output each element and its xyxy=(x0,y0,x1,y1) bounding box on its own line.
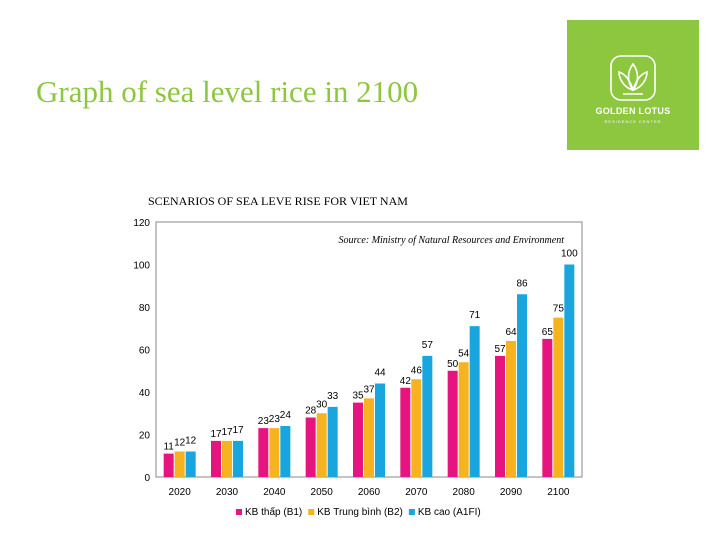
bar-2 xyxy=(506,341,516,477)
data-label: 86 xyxy=(516,278,528,289)
bar-1 xyxy=(400,387,411,477)
data-label: 35 xyxy=(352,391,364,402)
data-label: 12 xyxy=(185,436,197,447)
bar-2 xyxy=(553,317,564,477)
bar-2 xyxy=(269,428,280,477)
y-tick-label: 60 xyxy=(139,346,151,357)
y-tick-label: 0 xyxy=(144,473,150,484)
y-tick-label: 120 xyxy=(133,218,150,229)
bar-3 xyxy=(327,406,338,477)
bar-3 xyxy=(564,264,575,477)
bar-3 xyxy=(469,326,480,477)
bar-3 xyxy=(375,383,385,477)
data-label: 50 xyxy=(447,359,459,370)
legend-label: KB thấp (B1) xyxy=(245,506,302,518)
data-label: 44 xyxy=(374,368,386,379)
bar-2 xyxy=(458,362,469,477)
x-tick-label: 2020 xyxy=(169,487,192,498)
x-tick-label: 2090 xyxy=(500,487,523,498)
data-label: 75 xyxy=(553,304,565,315)
legend-label: KB cao (A1FI) xyxy=(418,507,481,518)
logo-tagline: RESIDENCE CENTER xyxy=(604,119,662,124)
data-label: 12 xyxy=(174,438,186,449)
x-tick-label: 2030 xyxy=(216,487,239,498)
data-label: 57 xyxy=(494,344,506,355)
data-label: 24 xyxy=(280,410,292,421)
bar-2 xyxy=(174,451,185,477)
lotus-icon xyxy=(610,55,656,101)
legend-swatch xyxy=(308,509,315,515)
legend-label: KB Trung bình (B2) xyxy=(317,507,403,518)
data-label: 11 xyxy=(163,442,174,453)
y-tick-label: 20 xyxy=(139,431,151,442)
y-tick-label: 100 xyxy=(133,261,150,272)
bar-2 xyxy=(316,413,327,477)
data-label: 42 xyxy=(400,376,412,387)
bar-1 xyxy=(258,428,269,477)
data-label: 37 xyxy=(363,384,375,395)
data-label: 57 xyxy=(422,340,434,351)
data-label: 46 xyxy=(411,365,423,376)
data-label: 64 xyxy=(505,327,517,338)
data-label: 33 xyxy=(327,391,339,402)
bar-2 xyxy=(222,440,232,477)
x-tick-label: 2080 xyxy=(453,487,476,498)
source-annotation: Source: Ministry of Natural Resources an… xyxy=(338,235,564,246)
data-label: 23 xyxy=(258,416,270,427)
x-tick-label: 2050 xyxy=(311,487,334,498)
bar-1 xyxy=(447,370,458,477)
data-label: 30 xyxy=(316,399,328,410)
bar-3 xyxy=(280,426,291,477)
legend-swatch xyxy=(236,509,242,515)
data-label: 71 xyxy=(469,310,481,321)
bar-3 xyxy=(233,440,243,477)
data-label: 17 xyxy=(232,425,244,436)
legend-swatch xyxy=(408,509,415,515)
slide-title: Graph of sea level rice in 2100 xyxy=(36,74,419,109)
bar-3 xyxy=(185,451,196,477)
bar-3 xyxy=(517,294,527,477)
x-tick-label: 2060 xyxy=(358,487,381,498)
bar-2 xyxy=(364,398,374,477)
bar-1 xyxy=(163,453,174,477)
data-label: 54 xyxy=(458,348,470,359)
data-label: 65 xyxy=(542,327,554,338)
golden-lotus-logo: GOLDEN LOTUS RESIDENCE CENTER xyxy=(567,20,699,150)
bar-1 xyxy=(495,355,505,477)
x-tick-label: 2100 xyxy=(547,487,570,498)
bar-1 xyxy=(542,338,553,477)
data-label: 28 xyxy=(305,406,317,417)
bar-2 xyxy=(411,379,422,477)
data-label: 17 xyxy=(221,427,233,438)
y-tick-label: 80 xyxy=(139,303,151,314)
bar-1 xyxy=(353,402,363,477)
y-tick-label: 40 xyxy=(139,388,151,399)
x-tick-label: 2070 xyxy=(405,487,428,498)
bar-1 xyxy=(211,440,221,477)
data-label: 100 xyxy=(561,249,578,260)
logo-name: GOLDEN LOTUS xyxy=(595,106,671,116)
data-label: 23 xyxy=(269,414,281,425)
bar-3 xyxy=(422,355,433,477)
data-label: 17 xyxy=(210,429,222,440)
x-tick-label: 2040 xyxy=(263,487,286,498)
bar-1 xyxy=(305,417,316,477)
chart-title: SCENARIOS OF SEA LEVE RISE FOR VIET NAM xyxy=(148,194,408,208)
